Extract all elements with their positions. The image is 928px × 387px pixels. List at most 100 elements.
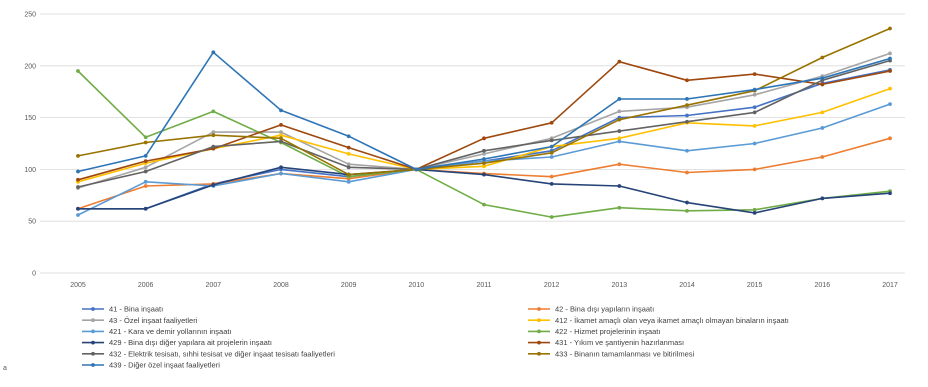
data-point	[76, 206, 80, 211]
data-point	[752, 110, 757, 115]
data-point	[617, 129, 622, 133]
legend-item: 422 - Hizmet projelerinin inşaatı	[528, 327, 660, 336]
legend-swatch-marker	[91, 329, 95, 334]
x-tick-label: 2015	[747, 282, 763, 289]
data-point	[685, 200, 689, 205]
y-tick-label: 0	[32, 271, 36, 278]
data-point	[685, 97, 689, 101]
legend-label: 429 - Bina dışı diğer yapılara ait proje…	[109, 338, 272, 347]
data-point	[820, 126, 825, 130]
data-point	[888, 86, 892, 91]
legend-item: 43 - Özel inşaat faaliyetleri	[82, 316, 198, 325]
data-point	[76, 185, 80, 189]
data-point	[143, 169, 148, 174]
legend-label: 432 - Elektrik tesisatı, sıhhi tesisat v…	[109, 349, 335, 358]
data-point	[549, 215, 554, 219]
y-tick-label: 200	[24, 63, 36, 70]
x-tick-label: 2005	[70, 282, 86, 289]
series-lines	[76, 26, 892, 219]
data-point	[143, 159, 148, 164]
data-point	[752, 105, 757, 110]
legend-item: 429 - Bina dışı diğer yapılara ait proje…	[82, 338, 272, 347]
legend-item: 432 - Elektrik tesisatı, sıhhi tesisat v…	[82, 349, 335, 358]
data-point	[549, 182, 554, 186]
series-line	[77, 70, 891, 218]
data-point	[211, 109, 216, 114]
data-point	[685, 78, 689, 83]
data-point	[143, 165, 148, 170]
corner-mark: a	[3, 365, 7, 372]
data-point	[685, 103, 689, 108]
legend-label: 43 - Özel inşaat faaliyetleri	[109, 316, 198, 325]
data-point	[482, 148, 486, 153]
data-point	[211, 130, 216, 135]
data-point	[820, 76, 825, 81]
y-tick-label: 50	[28, 219, 36, 226]
data-point	[482, 202, 486, 207]
data-point	[279, 108, 283, 113]
x-tick-label: 2013	[612, 282, 628, 289]
data-point	[888, 191, 892, 196]
legend-item: 431 - Yıkım ve şantiyenin hazırlanması	[528, 338, 684, 347]
legend-item: 42 - Bina dışı yapıların inşaatı	[528, 305, 654, 314]
data-point	[143, 135, 148, 140]
data-point	[820, 110, 825, 115]
legend-label: 433 - Binanın tamamlanması ve bitirilmes…	[555, 349, 695, 358]
legend-swatch-marker	[537, 329, 541, 334]
data-point	[279, 130, 283, 135]
data-point	[76, 169, 80, 174]
legend-swatch-marker	[537, 340, 541, 345]
x-tick-label: 2010	[409, 282, 425, 289]
legend-item: 421 - Kara ve demir yollarının inşaatı	[82, 327, 232, 336]
legend-label: 42 - Bina dışı yapıların inşaatı	[555, 305, 654, 314]
data-point	[617, 162, 622, 167]
x-tick-label: 2014	[679, 282, 695, 289]
data-point	[617, 139, 622, 144]
y-tick-label: 250	[24, 12, 36, 19]
data-point	[617, 205, 622, 210]
data-point	[211, 183, 216, 187]
series-8	[76, 58, 892, 189]
data-point	[685, 170, 689, 175]
legend-item: 41 - Bina inşaatı	[82, 305, 163, 314]
data-point	[685, 113, 689, 118]
data-point	[549, 144, 554, 149]
x-tick-label: 2006	[138, 282, 154, 289]
data-point	[143, 184, 148, 188]
data-point	[279, 133, 283, 138]
data-point	[482, 157, 486, 161]
legend-label: 412 - İkamet amaçlı olan veya ikamet ama…	[555, 316, 789, 325]
data-point	[752, 87, 757, 92]
data-point	[482, 136, 486, 141]
y-tick-label: 100	[24, 167, 36, 174]
x-tick-label: 2016	[815, 282, 831, 289]
legend-label: 439 - Diğer özel inşaat faaliyetleri	[109, 361, 220, 370]
data-point	[482, 151, 486, 156]
legend-swatch-marker	[91, 351, 95, 356]
data-point	[685, 119, 689, 124]
axes: 0 50 100 150 200 250 2005 2006 2007 2008 2009 2010 2…	[24, 12, 898, 290]
data-point	[76, 154, 80, 158]
data-point	[617, 117, 622, 122]
data-point	[76, 213, 80, 217]
data-point	[752, 167, 757, 172]
data-point	[549, 120, 554, 125]
data-point	[888, 69, 892, 73]
data-point	[549, 150, 554, 155]
legend-item: 439 - Diğer özel inşaat faaliyetleri	[82, 361, 220, 370]
data-point	[211, 144, 216, 149]
data-point	[685, 148, 689, 153]
data-point	[752, 211, 757, 215]
legend-swatch-marker	[537, 318, 541, 323]
data-point	[143, 140, 148, 145]
data-point	[279, 122, 283, 127]
x-tick-label: 2009	[341, 282, 357, 289]
data-point	[820, 82, 825, 87]
legend-swatch-marker	[91, 307, 95, 311]
legend-swatch-marker	[91, 363, 95, 367]
data-point	[820, 55, 825, 60]
data-point	[685, 208, 689, 213]
data-point	[346, 172, 351, 177]
legend: 41 - Bina inşaatı 42 - Bina dışı yapıları…	[82, 305, 789, 370]
